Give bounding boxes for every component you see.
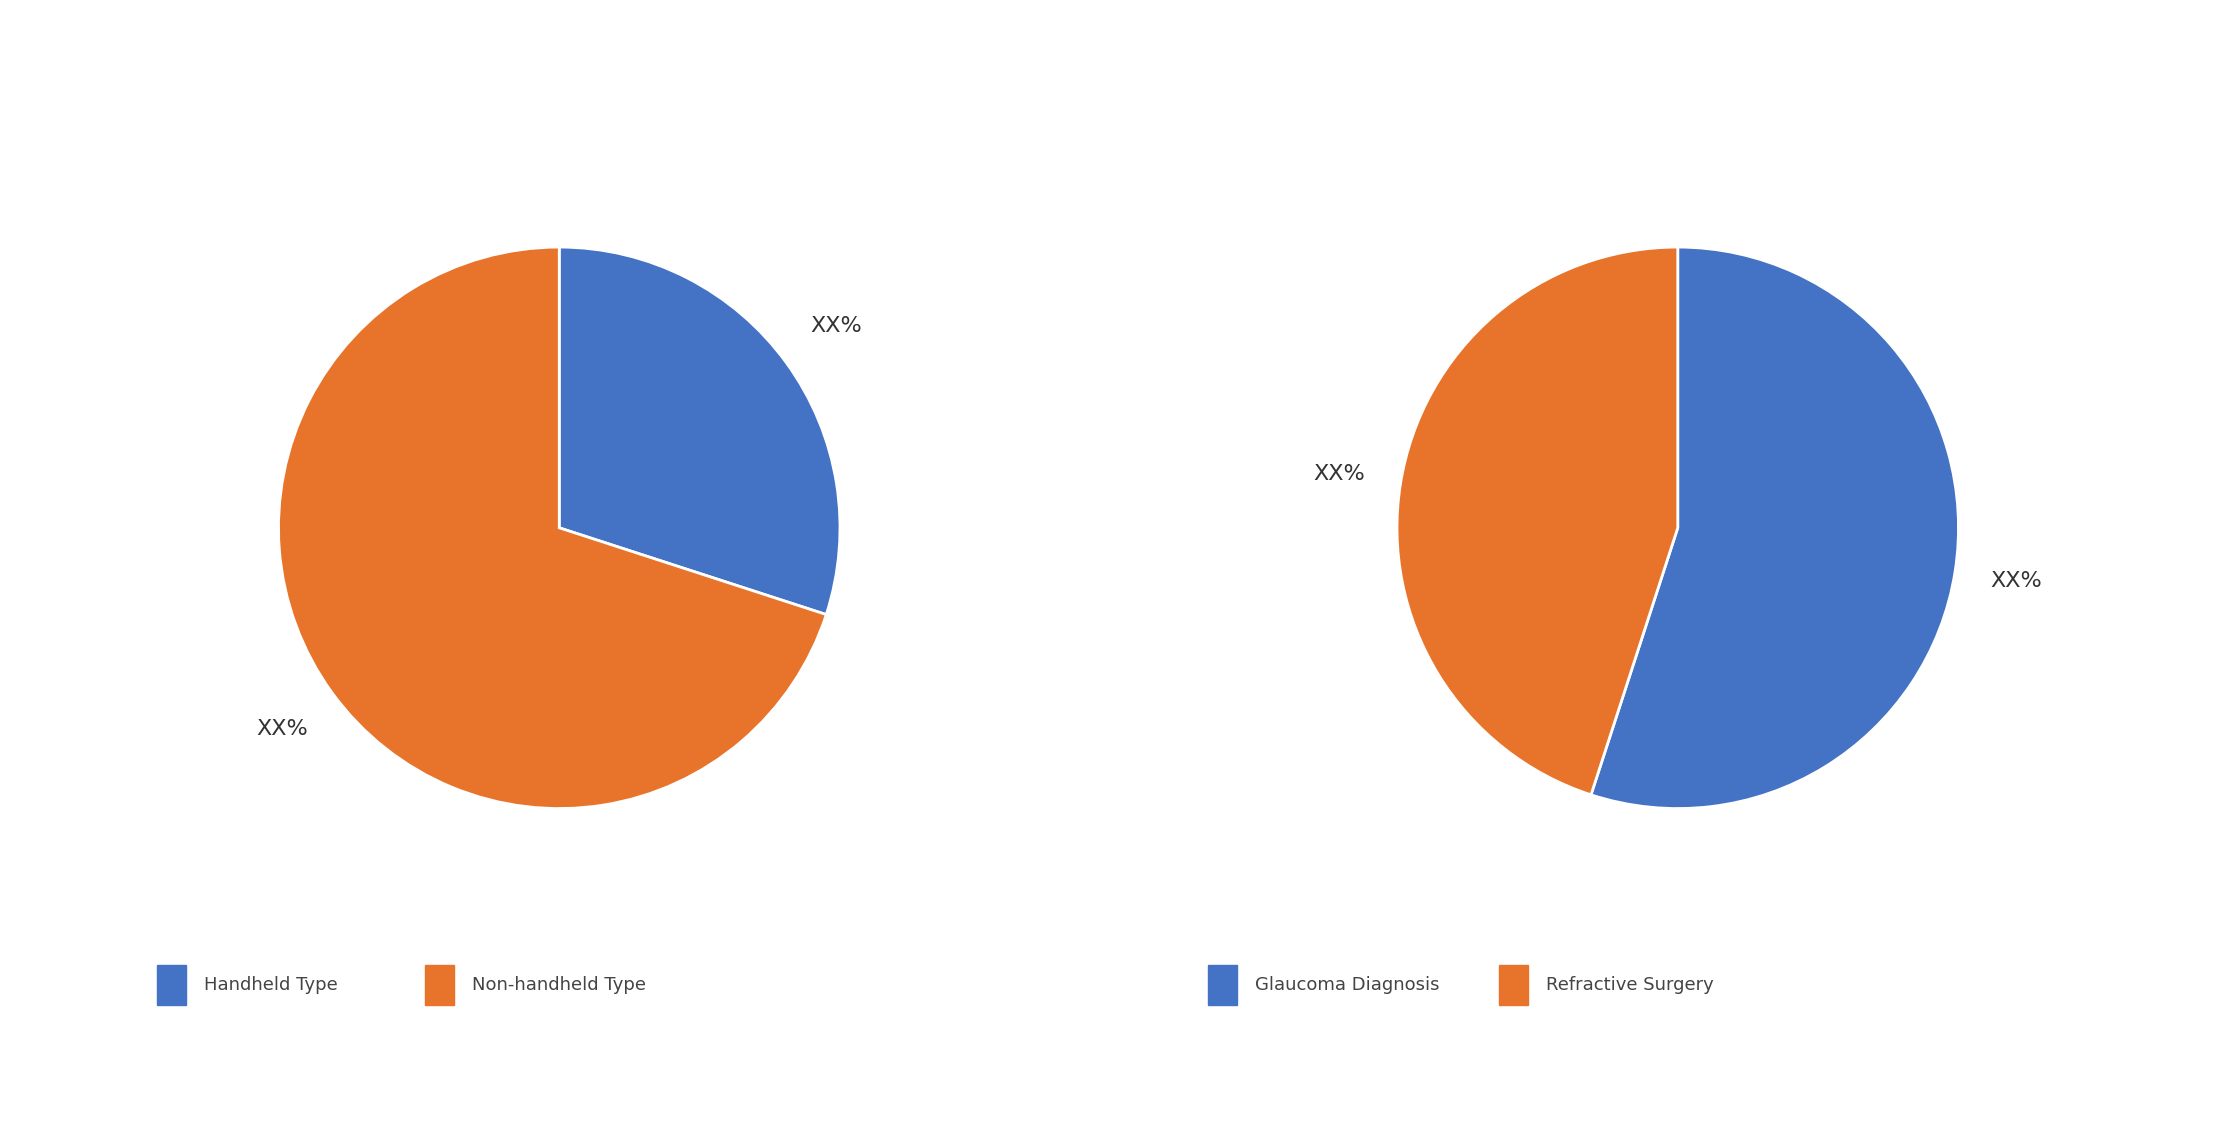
Text: Refractive Surgery: Refractive Surgery: [1546, 976, 1714, 994]
Text: Website: www.theindustrystats.com: Website: www.theindustrystats.com: [1548, 1070, 1946, 1088]
Text: XX%: XX%: [1991, 572, 2042, 592]
Bar: [157, 965, 186, 1005]
Text: XX%: XX%: [810, 317, 861, 337]
Bar: [1499, 965, 1528, 1005]
Text: XX%: XX%: [1313, 464, 1365, 484]
Text: Fig. Global Corneal Pachymetry Market Share by Product Types & Application: Fig. Global Corneal Pachymetry Market Sh…: [27, 45, 1239, 73]
Bar: [1208, 965, 1237, 1005]
Wedge shape: [1396, 247, 1678, 795]
Wedge shape: [1591, 247, 1960, 809]
Wedge shape: [559, 247, 841, 614]
Text: Email: sales@theindustrystats.com: Email: sales@theindustrystats.com: [819, 1070, 1204, 1088]
Bar: [425, 965, 454, 1005]
Text: Handheld Type: Handheld Type: [204, 976, 338, 994]
Text: Non-handheld Type: Non-handheld Type: [472, 976, 646, 994]
Text: XX%: XX%: [257, 719, 309, 739]
Text: Glaucoma Diagnosis: Glaucoma Diagnosis: [1255, 976, 1438, 994]
Wedge shape: [277, 247, 825, 809]
Text: Source: Theindustrystats Analysis: Source: Theindustrystats Analysis: [67, 1070, 441, 1088]
